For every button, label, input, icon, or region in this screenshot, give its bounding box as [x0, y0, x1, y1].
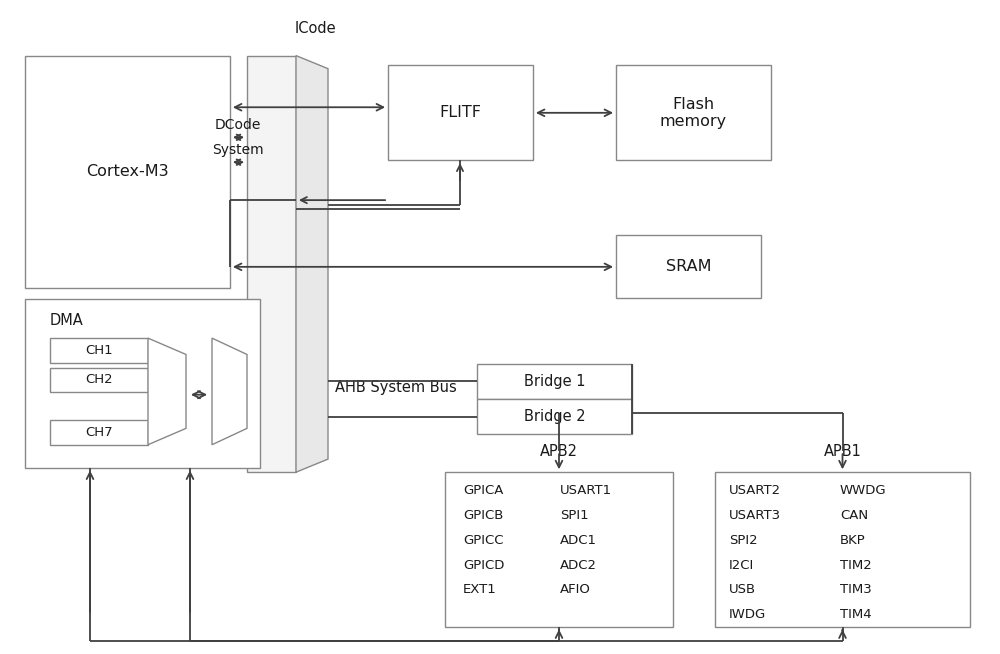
Text: ICode: ICode: [294, 21, 336, 35]
Bar: [25, 56, 230, 288]
Bar: [50, 420, 148, 445]
Polygon shape: [247, 56, 296, 472]
Text: Cortex-M3: Cortex-M3: [86, 164, 169, 179]
Text: ADC1: ADC1: [560, 534, 597, 547]
Text: APB1: APB1: [824, 444, 861, 458]
Text: TIM2: TIM2: [840, 559, 872, 572]
Text: IWDG: IWDG: [729, 608, 766, 621]
Text: System: System: [212, 143, 264, 157]
Bar: [50, 338, 148, 363]
Text: USB: USB: [729, 583, 756, 596]
Text: CAN: CAN: [840, 509, 868, 522]
Bar: [477, 399, 632, 434]
Text: CH7: CH7: [85, 426, 113, 439]
Text: WWDG: WWDG: [840, 484, 887, 497]
Bar: [388, 65, 533, 160]
Polygon shape: [212, 338, 247, 445]
Text: Bridge 1: Bridge 1: [524, 374, 585, 388]
Text: USART3: USART3: [729, 509, 781, 522]
Text: AFIO: AFIO: [560, 583, 591, 596]
Text: TIM4: TIM4: [840, 608, 872, 621]
Text: Bridge 2: Bridge 2: [524, 409, 585, 424]
Text: DMA: DMA: [50, 313, 84, 328]
Text: I2CI: I2CI: [729, 559, 754, 572]
Text: USART2: USART2: [729, 484, 781, 497]
Text: CH1: CH1: [85, 344, 113, 357]
Text: ADC2: ADC2: [560, 559, 597, 572]
Text: USART1: USART1: [560, 484, 612, 497]
Text: FLITF: FLITF: [440, 105, 482, 120]
Text: GPICD: GPICD: [463, 559, 504, 572]
Text: Flash
memory: Flash memory: [660, 97, 727, 129]
Polygon shape: [296, 56, 328, 472]
Bar: [50, 368, 148, 392]
Bar: [25, 299, 260, 468]
Polygon shape: [148, 338, 186, 445]
Text: SRAM: SRAM: [666, 259, 711, 274]
Text: SPI1: SPI1: [560, 509, 589, 522]
Text: SPI2: SPI2: [729, 534, 758, 547]
Bar: [616, 65, 771, 160]
Text: BKP: BKP: [840, 534, 866, 547]
Bar: [715, 472, 970, 627]
Text: GPICB: GPICB: [463, 509, 503, 522]
Text: AHB System Bus: AHB System Bus: [335, 381, 457, 395]
Text: CH2: CH2: [85, 373, 113, 387]
Bar: [616, 235, 761, 298]
Bar: [445, 472, 673, 627]
Text: APB2: APB2: [540, 444, 578, 458]
Text: GPICC: GPICC: [463, 534, 504, 547]
Text: TIM3: TIM3: [840, 583, 872, 596]
Bar: [477, 364, 632, 399]
Text: DCode: DCode: [215, 118, 261, 132]
Text: EXT1: EXT1: [463, 583, 497, 596]
Text: GPICA: GPICA: [463, 484, 503, 497]
